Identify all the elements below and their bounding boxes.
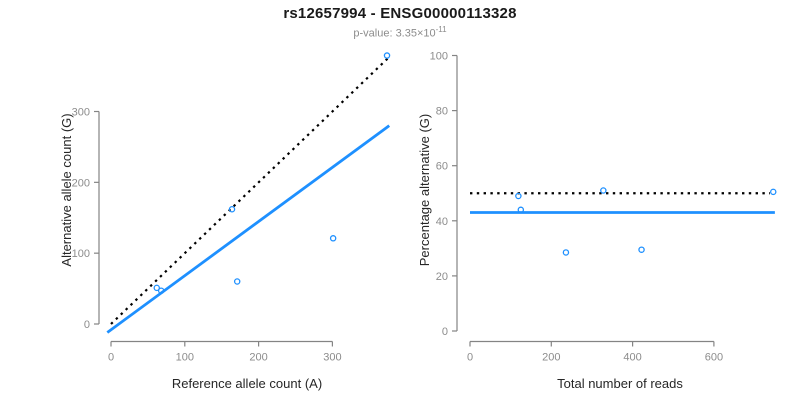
data-point: [157, 287, 165, 294]
data-point: [517, 206, 525, 214]
x-tick-label: 400: [623, 352, 641, 364]
y-tick-label: 40: [436, 216, 448, 228]
y-tick-label: 100: [430, 51, 448, 63]
y-tick-label: 80: [436, 106, 448, 118]
figure-subtitle: p-value: 3.35×10-11: [0, 25, 800, 40]
identity-line: [110, 55, 391, 325]
data-point: [233, 278, 241, 285]
y-axis-label: Percentage alternative (G): [417, 114, 432, 266]
data-point: [769, 188, 777, 196]
data-point: [228, 206, 236, 213]
y-axis-label: Alternative allele count (G): [59, 113, 74, 266]
y-tick-label: 0: [84, 319, 90, 331]
data-point: [329, 235, 337, 242]
p-value-exponent: -11: [435, 25, 447, 34]
x-axis-label: Total number of reads: [557, 376, 683, 391]
y-tick-label: 60: [436, 161, 448, 173]
figure-title: rs12657994 - ENSG00000113328: [283, 5, 517, 22]
y-tick-label: 20: [436, 271, 448, 283]
y-tick-label: 200: [72, 177, 90, 189]
right-plot: 0 20 40 60 80 100 0 200 400 600 Total number of re…: [417, 51, 777, 391]
data-point: [515, 192, 522, 200]
x-tick-label: 100: [176, 352, 194, 364]
p-value-text: p-value: 3.35×10: [353, 27, 436, 40]
x-tick-label: 200: [249, 352, 267, 364]
data-point: [383, 52, 391, 59]
x-tick-label: 0: [108, 352, 114, 364]
regression-line: [106, 124, 391, 334]
data-point: [638, 246, 645, 253]
x-tick-label: 600: [705, 352, 723, 364]
x-axis-label: Reference allele count (A): [172, 376, 322, 391]
data-point: [153, 284, 161, 292]
y-tick-label: 100: [72, 248, 90, 260]
x-tick-label: 300: [323, 352, 341, 364]
data-point: [562, 249, 570, 256]
data-point: [600, 187, 607, 194]
y-tick-label: 0: [442, 326, 448, 338]
x-tick-label: 0: [467, 352, 473, 364]
y-tick-label: 300: [72, 107, 90, 119]
x-tick-label: 200: [542, 352, 560, 364]
